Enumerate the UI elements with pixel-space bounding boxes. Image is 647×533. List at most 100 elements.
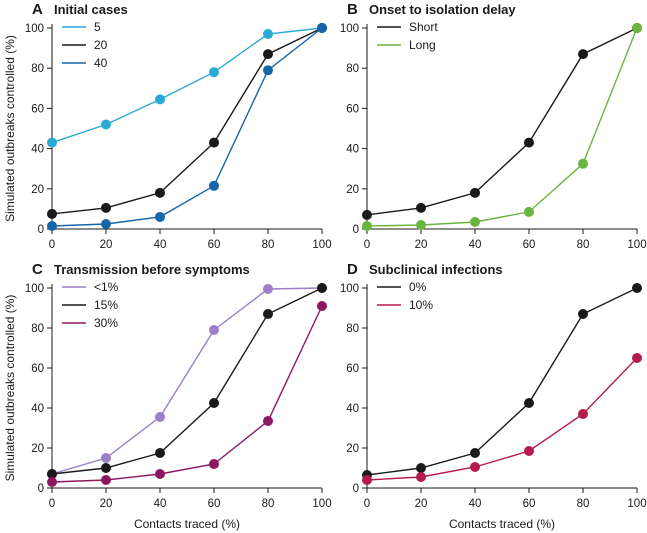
data-point	[524, 206, 534, 217]
data-point	[263, 49, 273, 60]
x-tick-label: 100	[312, 498, 331, 510]
data-point	[209, 180, 219, 191]
series-lt1pct	[47, 283, 327, 479]
y-tick-label: 80	[31, 63, 44, 75]
legend-label: 40	[94, 56, 108, 70]
series-line	[366, 27, 638, 227]
y-tick-label: 0	[38, 224, 44, 236]
x-tick-label: 60	[523, 239, 536, 251]
data-point	[155, 94, 165, 105]
legend: 5 20 40	[62, 20, 108, 70]
x-axis-title: Contacts traced (%)	[134, 517, 240, 531]
legend-label: 30%	[94, 316, 118, 330]
y-tick-label: 100	[25, 23, 44, 35]
data-point	[416, 463, 426, 473]
y-tick-label: 0	[38, 483, 44, 495]
series-5	[47, 23, 327, 148]
series-line	[51, 27, 323, 144]
x-tick-label: 20	[100, 239, 113, 251]
data-point	[632, 23, 642, 33]
data-point	[470, 216, 480, 227]
y-axis-title: Simulated outbreaks controlled (%)	[3, 35, 17, 222]
y-tick-label: 60	[31, 363, 44, 375]
data-point	[101, 202, 111, 213]
x-tick-label: 80	[262, 239, 275, 251]
x-tick-label: 60	[208, 498, 221, 510]
y-tick-label: 0	[353, 483, 359, 495]
y-tick-label: 20	[31, 184, 44, 196]
data-point	[209, 325, 219, 335]
legend: Short Long	[377, 20, 438, 52]
series-line	[51, 305, 323, 483]
x-tick-label: 20	[100, 498, 113, 510]
panel-b: B Onset to isolation delay 0 20 40 60 80 100 0 20…	[340, 1, 647, 251]
x-tick-label: 0	[49, 239, 55, 251]
x-tick-label: 80	[262, 498, 275, 510]
data-point	[362, 209, 372, 220]
data-point	[155, 448, 165, 458]
y-tick-label: 40	[31, 403, 44, 415]
legend: 0%10%	[377, 280, 433, 312]
data-point	[47, 208, 57, 219]
data-point	[470, 187, 480, 198]
x-tick-label: 0	[364, 239, 370, 251]
x-tick-label: 0	[49, 498, 55, 510]
data-point	[209, 137, 219, 148]
series-line	[366, 287, 638, 476]
y-tick-label: 40	[346, 144, 359, 156]
series-line	[366, 27, 638, 216]
x-tick-label: 40	[469, 239, 482, 251]
legend-label: 15%	[94, 298, 118, 312]
panel-letter: C	[32, 261, 43, 278]
series-line	[51, 27, 323, 215]
data-point	[47, 469, 57, 479]
panel-letter: A	[32, 1, 43, 18]
panel-title: Subclinical infections	[369, 262, 503, 277]
y-tick-label: 80	[346, 63, 359, 75]
legend-label: 0%	[409, 280, 427, 294]
y-tick-label: 20	[346, 184, 359, 196]
data-point	[524, 398, 534, 408]
y-tick-label: 100	[25, 283, 44, 295]
data-point	[263, 29, 273, 40]
x-tick-label: 40	[154, 239, 167, 251]
data-point	[578, 49, 588, 60]
y-tick-label: 60	[346, 363, 359, 375]
x-tick-label: 100	[627, 239, 646, 251]
data-point	[317, 23, 327, 33]
data-point	[101, 463, 111, 473]
series-30pct	[47, 301, 327, 487]
data-point	[101, 475, 111, 485]
data-point	[101, 119, 111, 130]
series-40	[47, 23, 327, 231]
data-point	[470, 448, 480, 458]
data-point	[362, 220, 372, 231]
y-axis-title: Simulated outbreaks controlled (%)	[3, 295, 17, 482]
data-point	[578, 409, 588, 419]
x-tick-label: 0	[364, 498, 370, 510]
data-point	[416, 472, 426, 482]
series-line	[51, 287, 323, 475]
panel-title: Transmission before symptoms	[54, 262, 250, 277]
panel-title: Initial cases	[54, 2, 128, 17]
data-point	[47, 220, 57, 231]
y-tick-label: 0	[353, 224, 359, 236]
data-point	[101, 218, 111, 229]
y-tick-label: 60	[346, 103, 359, 115]
data-point	[362, 475, 372, 485]
x-tick-label: 20	[415, 239, 428, 251]
data-point	[317, 283, 327, 293]
panel-letter: B	[347, 1, 358, 18]
series-0pct	[362, 283, 642, 480]
series-line	[51, 27, 323, 227]
data-point	[47, 137, 57, 148]
y-tick-label: 40	[31, 144, 44, 156]
legend-label: 10%	[409, 298, 433, 312]
panel-title: Onset to isolation delay	[369, 2, 516, 17]
y-tick-label: 100	[340, 23, 359, 35]
x-axis-title: Contacts traced (%)	[449, 517, 555, 531]
data-point	[155, 412, 165, 422]
series-10pct	[362, 353, 642, 485]
panel-c: C Transmission before symptoms 0 20 40 60 80 10…	[3, 261, 332, 531]
